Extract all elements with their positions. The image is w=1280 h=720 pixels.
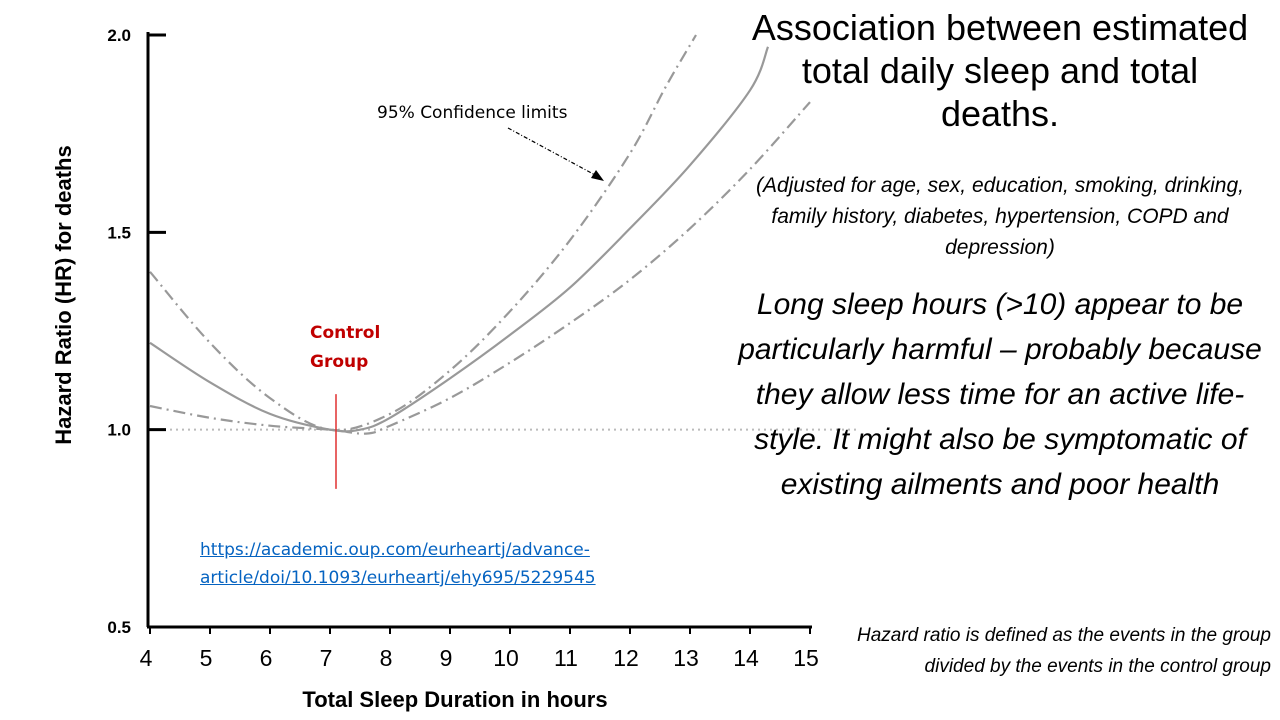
long-sleep-statement: Long sleep hours (>10) appear to be part… (738, 288, 1262, 501)
x-tick-label: 10 (493, 645, 519, 671)
x-tick-label: 11 (554, 645, 578, 671)
control-group-label-line: Control (310, 323, 380, 343)
x-axis-title: Total Sleep Duration in hours (302, 687, 607, 712)
x-tick-label: 9 (440, 645, 453, 671)
control-group-label: Control Group (310, 323, 380, 372)
upper-confidence-curve (149, 34, 697, 432)
lower-confidence-curve (149, 101, 811, 435)
y-tick-label: 1.0 (107, 421, 131, 440)
x-tick-label: 8 (380, 645, 393, 671)
confidence-limits-arrow (507, 127, 598, 177)
x-tick-label: 7 (320, 645, 333, 671)
y-tick-label: 2.0 (107, 26, 131, 45)
axes-layer (146, 32, 812, 629)
confidence-limits-arrowhead (591, 170, 604, 181)
x-tick-label: 13 (673, 645, 699, 671)
x-tick-label: 14 (733, 645, 759, 671)
x-tick-label: 6 (260, 645, 273, 671)
x-tick-label: 5 (200, 645, 213, 671)
x-tick-label: 4 (140, 645, 153, 671)
y-axis-title: Hazard Ratio (HR) for deaths (51, 145, 76, 444)
tick-layer: 0.5 1.0 1.5 2.0 4 5 6 7 8 9 10 11 12 13 14 15 (107, 26, 818, 671)
control-group-label-line: Group (310, 352, 368, 372)
y-tick-label: 0.5 (107, 618, 131, 637)
adjustment-note: (Adjusted for age, sex, education, smoki… (756, 174, 1244, 259)
y-tick-label: 1.5 (107, 223, 131, 242)
hr-curve (149, 46, 770, 433)
series-layer (149, 34, 811, 435)
x-tick-label: 15 (793, 645, 819, 671)
source-link[interactable]: https://academic.oup.com/eurheartj/advan… (200, 540, 596, 588)
confidence-limits-label: 95% Confidence limits (377, 103, 568, 123)
x-tick-label: 12 (613, 645, 639, 671)
page-title: Association between estimated total dail… (751, 7, 1249, 134)
hazard-ratio-definition: Hazard ratio is defined as the events in… (856, 625, 1271, 677)
